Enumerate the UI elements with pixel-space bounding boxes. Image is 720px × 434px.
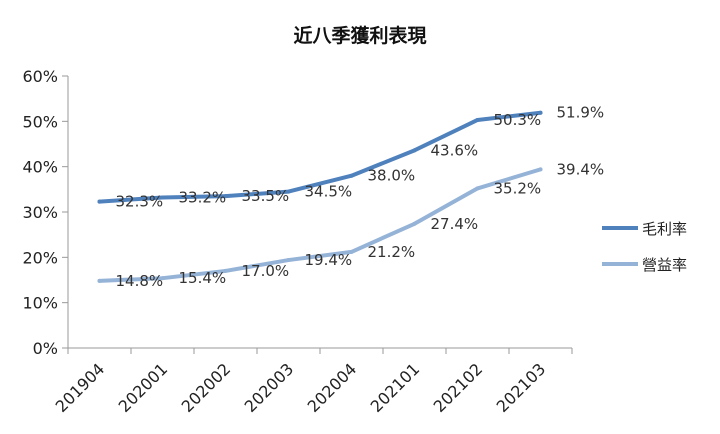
data-label: 35.2% [494,179,542,197]
data-label: 38.0% [368,167,416,185]
data-point [97,199,102,204]
x-tick-label: 202002 [178,359,235,416]
data-point [160,276,165,281]
y-tick-label: 50% [22,112,58,131]
y-tick-label: 20% [22,248,58,267]
data-label: 39.4% [557,160,605,178]
chart-title: 近八季獲利表現 [293,24,426,47]
data-label: 17.0% [242,262,290,280]
legend-label: 營益率 [642,256,687,274]
legend-label: 毛利率 [642,220,687,238]
data-label: 34.5% [305,183,353,201]
series-line [97,110,543,204]
data-label: 33.5% [242,187,290,205]
data-point [223,268,228,273]
data-point [286,189,291,194]
data-label: 19.4% [305,251,353,269]
data-point [412,148,417,153]
data-label: 27.4% [431,215,479,233]
x-tick-label: 202103 [493,359,550,416]
x-tick-label: 202003 [241,359,298,416]
data-point [412,221,417,226]
y-tick-label: 30% [22,203,58,222]
data-label: 43.6% [431,141,479,159]
series-layer [97,110,543,283]
data-point [538,167,543,172]
data-point [475,186,480,191]
x-tick-label: 202102 [430,359,487,416]
data-label: 33.2% [179,188,227,206]
y-tick-label: 60% [22,67,58,86]
x-tick-label: 201904 [52,359,109,416]
data-label: 32.3% [116,193,164,211]
x-tick-label: 202001 [115,359,172,416]
data-label: 50.3% [494,111,542,129]
data-label: 15.4% [179,269,227,287]
data-point [160,195,165,200]
data-point [97,278,102,283]
data-labels-layer: 32.3% 33.2% 33.5% 34.5% 38.0% 43.6% 50.3% 51.9%… [116,104,605,290]
data-point [349,173,354,178]
y-tick-label: 10% [22,294,58,313]
data-label: 21.2% [368,243,416,261]
data-point [349,249,354,254]
data-label: 14.8% [116,272,164,290]
data-point [223,194,228,199]
data-point [475,117,480,122]
y-tick-label: 0% [33,339,58,358]
x-tick-label: 202004 [304,359,361,416]
data-point [286,258,291,263]
x-tick-label: 202101 [367,359,424,416]
data-label: 51.9% [557,104,605,122]
series-line [97,167,543,283]
data-point [538,110,543,115]
y-tick-label: 40% [22,158,58,177]
